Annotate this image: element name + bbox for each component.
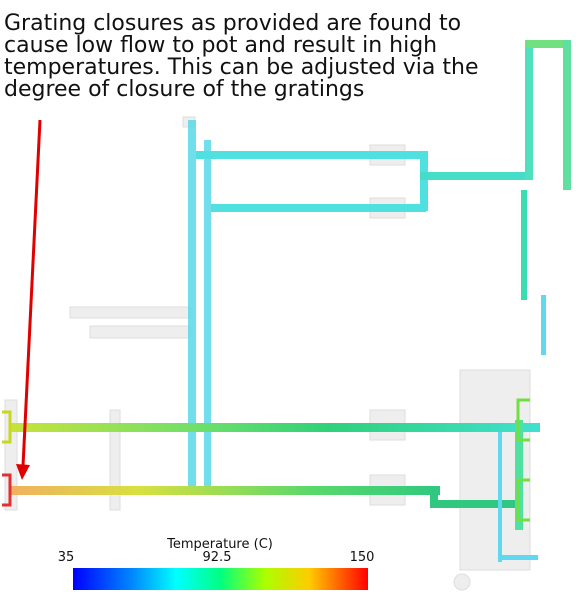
legend-title: Temperature (C) [166,537,273,552]
arrow [16,119,42,480]
color-bar [73,568,368,590]
pipes [2,40,571,562]
annotation-line: degree of closure of the gratings [4,77,364,102]
legend-tick: 92.5 [203,550,232,565]
annotation-line: Grating closures as provided are found t… [4,11,461,36]
annotation-line: cause low flow to pot and result in high [4,33,437,58]
annotation-line: temperatures. This can be adjusted via t… [4,55,478,80]
legend-tick: 35 [58,550,75,565]
ghost-geometry [4,116,531,591]
legend-tick: 150 [350,550,375,565]
